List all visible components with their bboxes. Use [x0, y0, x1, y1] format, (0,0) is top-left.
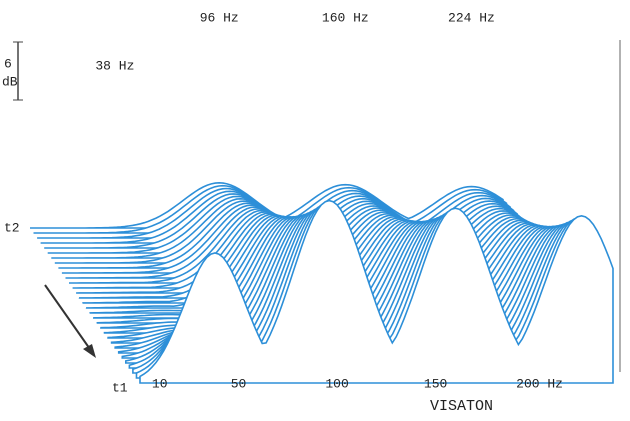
peak-label: 160 Hz	[322, 10, 369, 25]
x-tick-label: 100	[325, 376, 348, 391]
x-tick-label: 150	[424, 376, 447, 391]
waterfall-slices	[30, 181, 614, 384]
peak-label: 38 Hz	[95, 58, 134, 73]
time-arrow-head	[83, 344, 96, 358]
x-tick-label: 200 Hz	[516, 376, 563, 391]
decay-slice	[139, 199, 614, 384]
x-tick-label: 50	[231, 376, 247, 391]
time-start-label: t1	[112, 380, 128, 395]
time-end-label: t2	[4, 220, 20, 235]
time-arrow	[44, 284, 93, 353]
scale-unit: dB	[2, 74, 18, 89]
brand: VISATON	[430, 398, 493, 415]
peak-label: 224 Hz	[448, 10, 495, 25]
peak-label: 96 Hz	[200, 10, 239, 25]
x-tick-label: 10	[152, 376, 168, 391]
scale-value: 6	[4, 56, 12, 71]
